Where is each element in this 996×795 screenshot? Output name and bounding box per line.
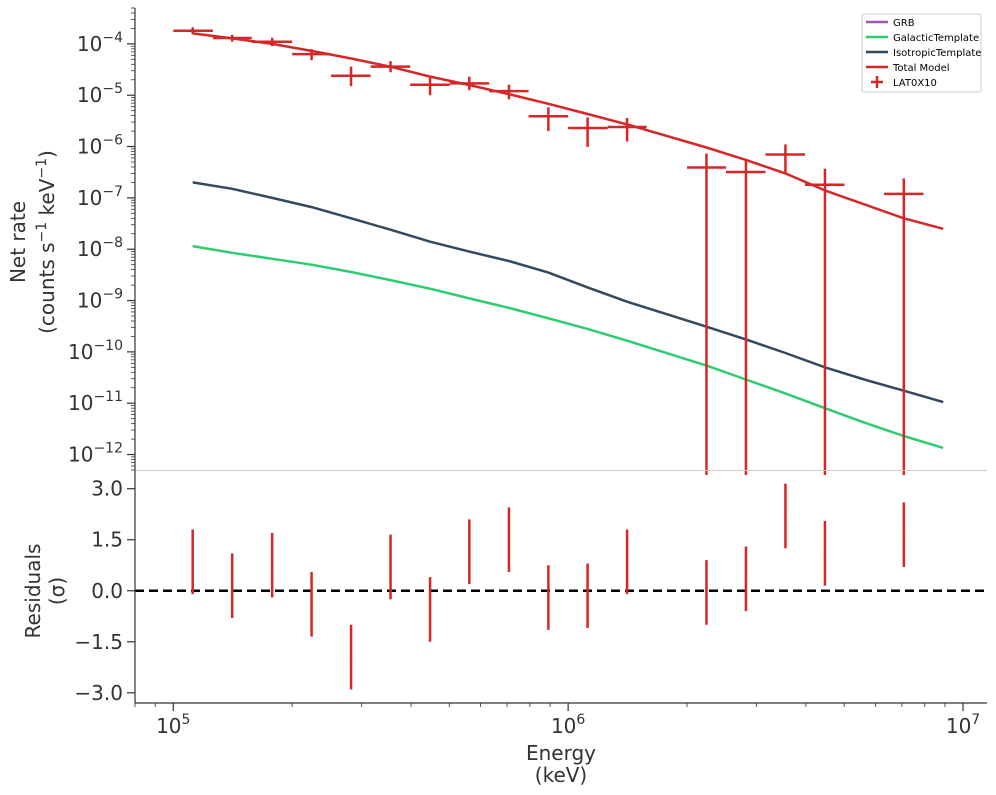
- spectrum-ylabel: Net rate: [6, 201, 30, 283]
- residuals-panel: 3.0 1.5 0.0 −1.5 −3.0 105 106 107 Residuals (σ…: [21, 470, 987, 787]
- residual-point-2: [230, 553, 234, 618]
- legend-swatch-lat0x10: [871, 76, 883, 88]
- legend-label-galactic: GalacticTemplate: [893, 33, 979, 44]
- residual-marker: [389, 565, 392, 569]
- residual-point-16: [823, 521, 827, 586]
- x-axis-label: Energy: [526, 741, 596, 765]
- y-tick-label: 10−6: [77, 133, 123, 159]
- residual-marker: [705, 591, 708, 594]
- x-tick-label: 106: [551, 712, 585, 738]
- data-point-10: [528, 107, 569, 132]
- data-point-16: [805, 168, 845, 475]
- y-tick-label: 10−8: [77, 235, 123, 261]
- residual-marker: [191, 560, 194, 564]
- data-point-4: [292, 49, 332, 61]
- spectrum-y-ticks: 10−4 10−5 10−6 10−7 10−8 10−9 10−10 10−11 10−12: [68, 7, 135, 471]
- residual-marker: [507, 538, 511, 541]
- data-point-6: [370, 61, 411, 73]
- residual-marker: [468, 550, 471, 553]
- residual-point-1: [191, 529, 194, 595]
- residuals-ylabel-units: (σ): [45, 577, 69, 605]
- residual-point-13: [705, 560, 708, 625]
- residual-marker: [230, 584, 234, 587]
- spectrum-data-points: [173, 27, 924, 475]
- residual-points: [191, 483, 906, 690]
- spectrum-panel: 10−410−510−610−710−810−910−1010−1110−12 …: [6, 7, 987, 475]
- spectrum-ylabel-units: (counts s−1 keV−1): [34, 150, 59, 334]
- residual-marker: [625, 560, 629, 564]
- residual-point-4: [310, 572, 313, 637]
- legend-label-lat0x10: LAT0X10: [893, 78, 937, 89]
- data-point-15: [765, 144, 806, 175]
- residual-point-6: [389, 534, 392, 600]
- x-tick-label: 105: [156, 712, 190, 738]
- residual-y-tick-label: 1.5: [91, 528, 123, 552]
- residual-marker: [823, 552, 827, 555]
- residual-y-tick-label: 3.0: [91, 477, 123, 501]
- x-ticks: 105 106 107: [134, 703, 980, 738]
- legend-box: [861, 13, 982, 93]
- x-tick-label: 107: [946, 712, 980, 738]
- residual-y-tick-label: −1.5: [74, 630, 123, 654]
- data-point-1: [173, 27, 213, 35]
- residual-marker: [270, 564, 274, 567]
- y-tick-label: 10−7: [77, 184, 123, 210]
- legend-label-isotropic: IsotropicTemplate: [893, 48, 981, 59]
- data-point-9: [489, 84, 529, 100]
- data-point-12: [607, 117, 647, 142]
- y-tick-label: 10−4: [77, 30, 123, 56]
- legend-label-grb: GRB: [893, 18, 915, 29]
- residual-point-3: [270, 532, 274, 598]
- residual-point-5: [349, 624, 353, 690]
- data-point-17: [884, 178, 924, 475]
- residual-point-10: [547, 565, 550, 630]
- residual-point-11: [586, 563, 589, 629]
- data-point-8: [449, 76, 490, 91]
- data-point-7: [410, 77, 450, 96]
- residual-marker: [744, 577, 748, 581]
- residual-marker: [310, 603, 313, 606]
- y-tick-label: 10−9: [77, 287, 123, 313]
- residual-point-14: [744, 546, 748, 612]
- residual-marker: [902, 533, 906, 536]
- residual-point-12: [625, 529, 629, 595]
- residual-y-tick-label: 0.0: [91, 579, 123, 603]
- residuals-ylabel: Residuals: [21, 544, 45, 639]
- residual-point-7: [428, 577, 432, 642]
- x-axis-label-units: (keV): [535, 763, 587, 787]
- residual-marker: [349, 655, 353, 659]
- data-point-11: [568, 117, 608, 147]
- residual-point-17: [902, 502, 906, 567]
- series-line-total-model: [192, 32, 944, 231]
- y-tick-label: 10−5: [77, 81, 123, 107]
- residual-marker: [586, 594, 589, 598]
- y-tick-label: 10−10: [68, 338, 123, 364]
- data-point-3: [251, 37, 293, 47]
- legend-label-total-model: Total Model: [892, 63, 950, 74]
- residual-point-15: [784, 483, 787, 549]
- data-point-5: [331, 66, 371, 87]
- y-tick-label: 10−12: [68, 441, 123, 467]
- residual-marker: [547, 596, 550, 599]
- y-tick-label: 10−11: [68, 389, 123, 415]
- residual-marker: [784, 514, 787, 518]
- residual-y-tick-label: −3.0: [74, 681, 123, 705]
- series-line-galactictemplate: [192, 244, 944, 450]
- data-point-2: [212, 34, 252, 42]
- residual-point-8: [468, 519, 471, 584]
- residuals-y-ticks: 3.0 1.5 0.0 −1.5 −3.0: [74, 477, 135, 705]
- series-line-isotropictemplate: [192, 181, 944, 404]
- data-point-14: [725, 158, 766, 475]
- residual-marker: [428, 608, 432, 611]
- residual-point-9: [507, 507, 511, 573]
- spectrum-curves: [192, 32, 944, 450]
- legend: GRB GalacticTemplate IsotropicTemplate T…: [861, 13, 982, 93]
- data-point-13: [687, 153, 726, 475]
